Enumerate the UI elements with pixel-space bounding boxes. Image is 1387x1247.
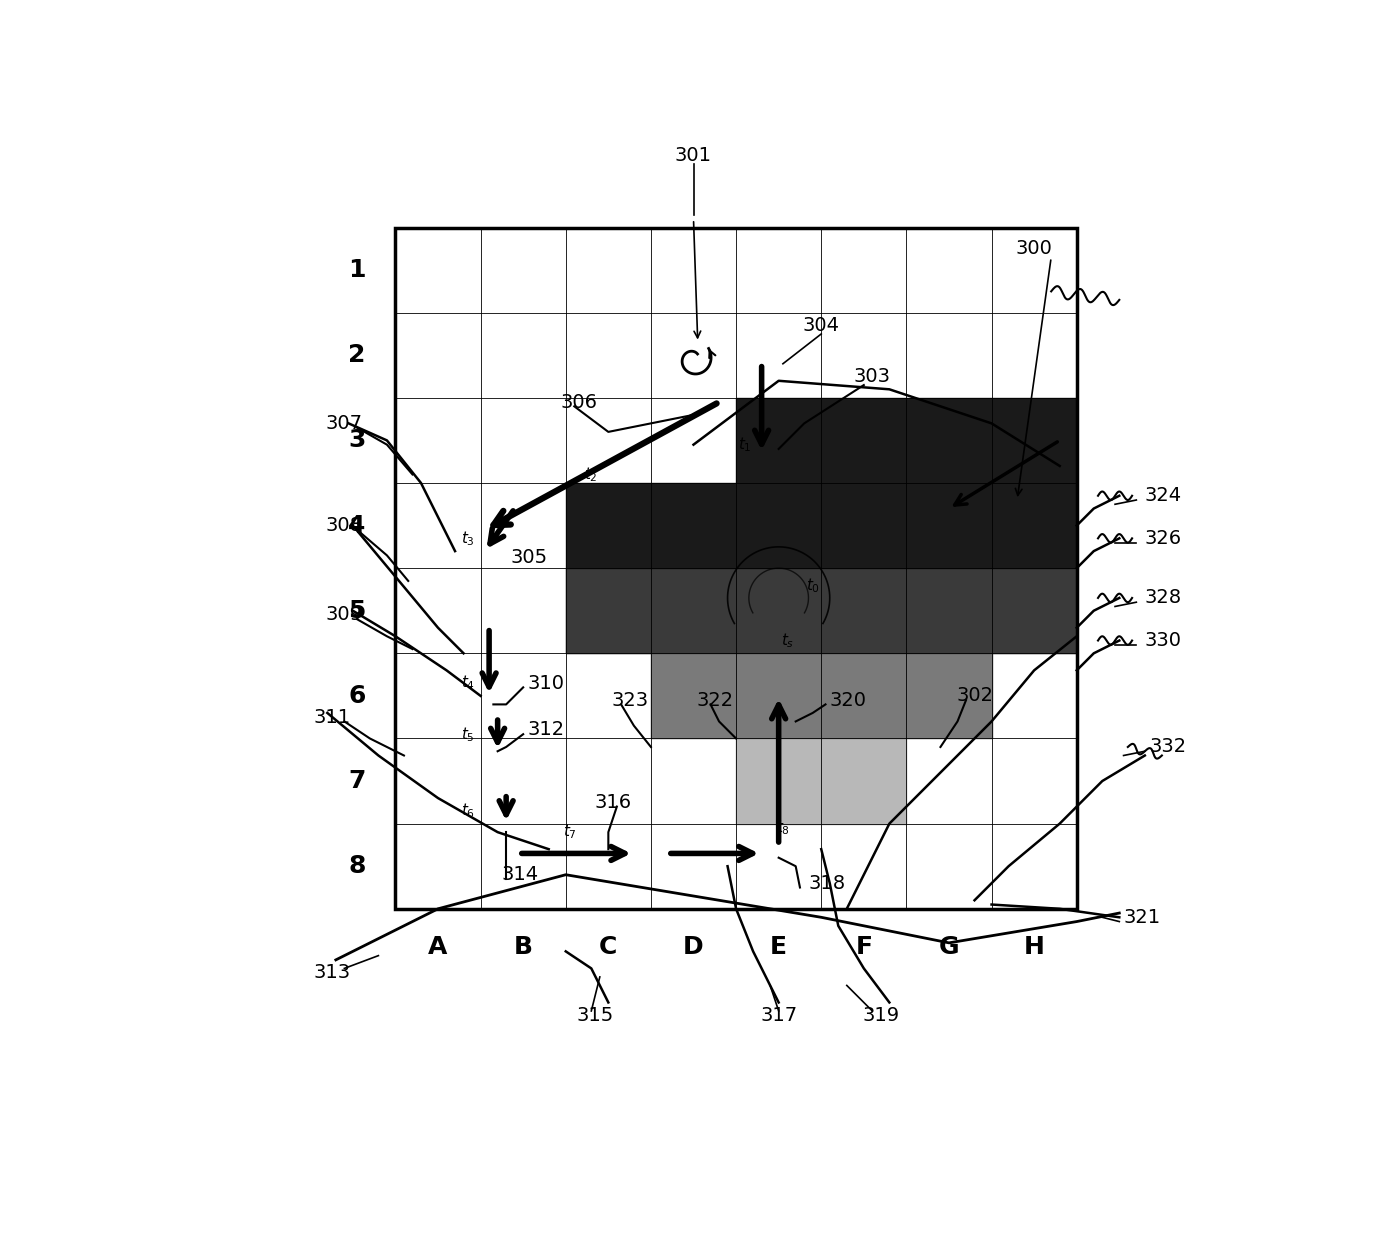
Text: C: C bbox=[599, 935, 617, 959]
Bar bbox=[651, 569, 736, 653]
Bar bbox=[906, 569, 992, 653]
Bar bbox=[736, 483, 821, 569]
Text: 310: 310 bbox=[527, 673, 565, 692]
Text: 304: 304 bbox=[803, 315, 839, 335]
Text: 313: 313 bbox=[313, 963, 350, 983]
Text: $t_2$: $t_2$ bbox=[584, 465, 598, 484]
Bar bbox=[651, 483, 736, 569]
Text: 8: 8 bbox=[348, 854, 366, 878]
Text: 320: 320 bbox=[829, 691, 867, 710]
Text: 316: 316 bbox=[594, 793, 631, 812]
Text: 332: 332 bbox=[1148, 737, 1186, 757]
Bar bbox=[736, 653, 821, 738]
Text: 314: 314 bbox=[502, 865, 540, 884]
Text: 303: 303 bbox=[854, 367, 890, 387]
Text: B: B bbox=[513, 935, 533, 959]
Text: 317: 317 bbox=[760, 1006, 798, 1025]
Text: 305: 305 bbox=[510, 549, 548, 567]
Text: 300: 300 bbox=[1015, 239, 1053, 258]
Text: 324: 324 bbox=[1144, 486, 1182, 505]
Text: 301: 301 bbox=[675, 146, 712, 165]
Text: $t_s$: $t_s$ bbox=[781, 631, 793, 650]
Bar bbox=[736, 398, 821, 483]
Bar bbox=[566, 483, 651, 569]
Text: F: F bbox=[856, 935, 872, 959]
Text: 319: 319 bbox=[863, 1006, 899, 1025]
Text: G: G bbox=[939, 935, 960, 959]
Text: 6: 6 bbox=[348, 683, 366, 708]
Text: H: H bbox=[1024, 935, 1044, 959]
Text: 323: 323 bbox=[612, 691, 648, 710]
Bar bbox=[736, 738, 821, 823]
Text: 306: 306 bbox=[560, 393, 596, 412]
Text: $t_8$: $t_8$ bbox=[775, 818, 791, 837]
Bar bbox=[736, 738, 821, 823]
Bar bbox=[906, 569, 992, 653]
Bar bbox=[992, 569, 1076, 653]
Bar bbox=[821, 653, 906, 738]
Bar bbox=[906, 653, 992, 738]
Bar bbox=[651, 653, 736, 738]
Bar bbox=[906, 398, 992, 483]
Text: 311: 311 bbox=[313, 708, 350, 727]
Bar bbox=[906, 483, 992, 569]
Text: 2: 2 bbox=[348, 343, 366, 368]
Text: 4: 4 bbox=[348, 514, 366, 537]
Bar bbox=[821, 738, 906, 823]
Text: $t_3$: $t_3$ bbox=[460, 529, 474, 547]
Bar bbox=[821, 569, 906, 653]
Text: 5: 5 bbox=[348, 599, 366, 622]
Bar bbox=[736, 653, 821, 738]
Text: 321: 321 bbox=[1123, 908, 1161, 927]
Bar bbox=[566, 569, 651, 653]
Bar bbox=[821, 569, 906, 653]
Bar bbox=[906, 653, 992, 738]
Text: $t_4$: $t_4$ bbox=[460, 673, 474, 692]
Bar bbox=[821, 653, 906, 738]
Bar bbox=[821, 398, 906, 483]
Text: 302: 302 bbox=[956, 686, 993, 706]
Text: 312: 312 bbox=[527, 721, 565, 739]
Text: 307: 307 bbox=[326, 414, 363, 433]
Text: A: A bbox=[429, 935, 448, 959]
Text: D: D bbox=[684, 935, 703, 959]
Text: 7: 7 bbox=[348, 769, 366, 793]
Text: E: E bbox=[770, 935, 788, 959]
Text: 328: 328 bbox=[1144, 589, 1182, 607]
Bar bbox=[992, 569, 1076, 653]
Text: $t_0$: $t_0$ bbox=[806, 576, 820, 595]
Text: 309: 309 bbox=[326, 606, 363, 625]
Text: $t_6$: $t_6$ bbox=[460, 802, 474, 821]
Text: 318: 318 bbox=[809, 874, 846, 893]
Text: 326: 326 bbox=[1144, 529, 1182, 547]
Bar bbox=[992, 483, 1076, 569]
Text: 315: 315 bbox=[577, 1006, 614, 1025]
Text: $t_1$: $t_1$ bbox=[738, 435, 752, 454]
Text: 308: 308 bbox=[326, 516, 363, 535]
Bar bbox=[651, 569, 736, 653]
Bar bbox=[992, 398, 1076, 483]
Bar bbox=[651, 653, 736, 738]
Text: 322: 322 bbox=[696, 691, 734, 710]
Bar bbox=[736, 569, 821, 653]
Text: $t_5$: $t_5$ bbox=[460, 725, 474, 743]
Bar bbox=[821, 738, 906, 823]
Text: $t_7$: $t_7$ bbox=[563, 823, 577, 842]
Bar bbox=[736, 569, 821, 653]
Bar bbox=[821, 483, 906, 569]
Text: 330: 330 bbox=[1144, 631, 1182, 650]
Bar bbox=[566, 569, 651, 653]
Bar bbox=[395, 227, 1076, 909]
Text: 3: 3 bbox=[348, 429, 366, 453]
Text: 1: 1 bbox=[348, 258, 366, 282]
